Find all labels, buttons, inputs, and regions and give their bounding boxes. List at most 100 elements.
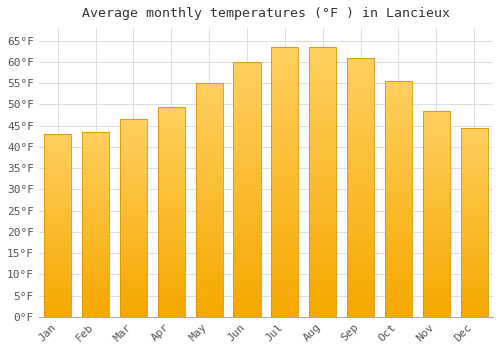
Bar — [347, 177, 374, 182]
Bar — [422, 230, 450, 235]
Bar — [347, 58, 374, 317]
Bar — [158, 132, 185, 136]
Bar — [120, 194, 147, 198]
Bar — [347, 224, 374, 229]
Bar — [422, 267, 450, 272]
Bar — [347, 307, 374, 312]
Bar — [309, 85, 336, 90]
Bar — [460, 143, 488, 147]
Bar — [158, 145, 185, 149]
Bar — [44, 196, 72, 200]
Bar — [82, 132, 109, 317]
Bar — [158, 119, 185, 124]
Bar — [460, 139, 488, 143]
Bar — [460, 150, 488, 154]
Bar — [385, 288, 412, 293]
Bar — [82, 276, 109, 280]
Bar — [82, 154, 109, 158]
Bar — [44, 211, 72, 215]
Bar — [460, 283, 488, 287]
Bar — [158, 292, 185, 296]
Bar — [347, 156, 374, 161]
Bar — [347, 198, 374, 203]
Bar — [158, 153, 185, 157]
Bar — [158, 308, 185, 313]
Bar — [196, 83, 223, 88]
Bar — [460, 128, 488, 132]
Bar — [460, 222, 488, 226]
Bar — [460, 234, 488, 237]
Bar — [422, 218, 450, 222]
Bar — [422, 123, 450, 127]
Bar — [422, 304, 450, 309]
Bar — [120, 222, 147, 226]
Bar — [271, 231, 298, 236]
Bar — [271, 106, 298, 112]
Bar — [385, 138, 412, 142]
Bar — [44, 270, 72, 273]
Bar — [120, 265, 147, 270]
Bar — [82, 217, 109, 221]
Bar — [309, 166, 336, 171]
Bar — [234, 67, 260, 72]
Bar — [234, 215, 260, 220]
Bar — [460, 199, 488, 203]
Bar — [44, 186, 72, 189]
Bar — [460, 298, 488, 302]
Bar — [309, 312, 336, 317]
Bar — [385, 95, 412, 100]
Bar — [422, 288, 450, 292]
Bar — [158, 296, 185, 300]
Bar — [309, 182, 336, 187]
Bar — [309, 139, 336, 144]
Bar — [234, 195, 260, 200]
Bar — [347, 94, 374, 99]
Bar — [196, 111, 223, 116]
Bar — [422, 296, 450, 300]
Bar — [385, 208, 412, 213]
Bar — [422, 239, 450, 243]
Bar — [460, 192, 488, 196]
Bar — [460, 249, 488, 253]
Bar — [82, 214, 109, 217]
Bar — [120, 250, 147, 254]
Bar — [347, 291, 374, 296]
Bar — [120, 135, 147, 139]
Bar — [347, 208, 374, 213]
Bar — [385, 91, 412, 95]
Bar — [158, 216, 185, 220]
Bar — [234, 235, 260, 240]
Bar — [271, 312, 298, 317]
Bar — [385, 270, 412, 274]
Bar — [120, 214, 147, 218]
Bar — [44, 141, 72, 145]
Bar — [309, 258, 336, 263]
Bar — [234, 128, 260, 133]
Bar — [460, 211, 488, 215]
Bar — [460, 169, 488, 173]
Bar — [196, 167, 223, 172]
Bar — [82, 302, 109, 306]
Bar — [196, 307, 223, 312]
Bar — [234, 251, 260, 256]
Bar — [347, 125, 374, 130]
Bar — [309, 279, 336, 285]
Bar — [234, 169, 260, 174]
Bar — [271, 101, 298, 106]
Bar — [158, 115, 185, 119]
Bar — [44, 288, 72, 291]
Bar — [234, 118, 260, 123]
Bar — [309, 74, 336, 79]
Bar — [196, 172, 223, 177]
Bar — [44, 233, 72, 237]
Bar — [347, 167, 374, 172]
Bar — [309, 209, 336, 214]
Bar — [309, 285, 336, 290]
Bar — [385, 223, 412, 227]
Bar — [309, 58, 336, 63]
Bar — [120, 119, 147, 123]
Bar — [385, 124, 412, 128]
Bar — [44, 153, 72, 156]
Bar — [82, 224, 109, 228]
Bar — [347, 296, 374, 301]
